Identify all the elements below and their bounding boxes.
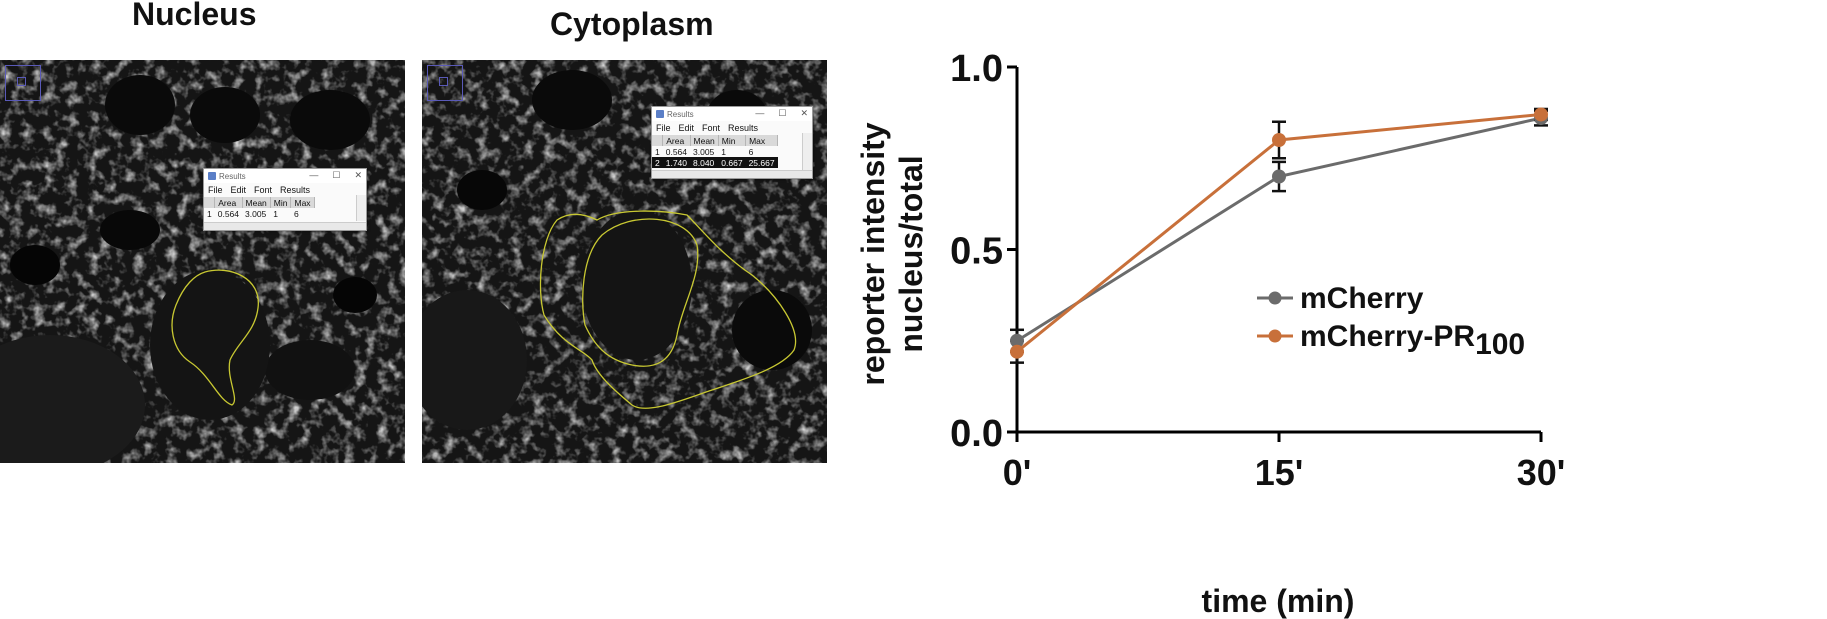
col-header-min[interactable]: Min (270, 197, 292, 208)
data-point (1010, 333, 1024, 348)
cell-area: 0.564 (665, 146, 688, 157)
results-window-2[interactable]: Results — ☐ ✕ File Edit Font Results Are… (651, 106, 813, 179)
data-point (1010, 344, 1024, 359)
cell-index: 1 (207, 208, 212, 219)
col-header-max[interactable]: Max (290, 197, 315, 208)
results-menu-bar: File Edit Font Results (652, 121, 812, 135)
roi-box-inner (439, 77, 448, 86)
menu-font[interactable]: Font (254, 185, 273, 195)
menu-file[interactable]: File (208, 185, 223, 195)
table-row[interactable]: 2 1.740 8.040 0.667 25.667 (652, 157, 778, 168)
results-window-title: Results (219, 171, 246, 181)
minimize-button[interactable]: — (309, 170, 319, 180)
results-window-icon (208, 172, 216, 180)
nucleus-title: Nucleus (132, 0, 257, 32)
horizontal-scrollbar[interactable] (652, 170, 812, 178)
results-header-row: Area Mean Min Max (204, 197, 315, 208)
menu-results[interactable]: Results (280, 185, 311, 195)
menu-file[interactable]: File (656, 123, 671, 133)
y-tick-label: 0.5 (950, 231, 1003, 273)
col-header-max[interactable]: Max (745, 135, 779, 146)
data-point (1272, 133, 1286, 147)
menu-edit[interactable]: Edit (678, 123, 695, 133)
col-header-mean[interactable]: Mean (690, 135, 719, 146)
data-point (1534, 107, 1548, 122)
col-header-area[interactable]: Area (662, 135, 691, 146)
close-button[interactable]: ✕ (354, 170, 362, 180)
cell-area: 1.740 (662, 157, 691, 168)
y-axis-label-line1: reporter intensity (855, 122, 891, 385)
table-row[interactable]: 1 0.564 3.005 1 6 (652, 146, 778, 157)
y-axis-label-line2: nucleus/total (893, 155, 929, 352)
cell-mean: 8.040 (690, 157, 719, 168)
legend-label: mCherry (1300, 282, 1424, 315)
x-tick-label: 15' (1255, 452, 1304, 493)
cell-min: 0.667 (718, 157, 746, 168)
cell-mean: 3.005 (245, 208, 267, 219)
col-header-index[interactable] (652, 135, 664, 146)
roi-box-inner (17, 77, 26, 86)
results-table: Area Mean Min Max 1 0.564 3.005 1 6 2 1.… (652, 135, 779, 168)
cytoplasm-roi-outer (539, 210, 797, 409)
cell-mean: 3.005 (693, 146, 715, 157)
cell-max: 25.667 (745, 157, 778, 168)
col-header-area[interactable]: Area (214, 197, 243, 208)
results-window-title: Results (667, 109, 694, 119)
cell-max: 6 (293, 208, 299, 219)
y-tick-label: 1.0 (950, 48, 1003, 90)
y-tick-label: 0.0 (950, 413, 1003, 455)
table-row[interactable]: 1 0.564 3.005 1 6 (204, 208, 314, 219)
vertical-scrollbar[interactable] (802, 133, 812, 170)
roi-box (427, 65, 463, 101)
results-window-1[interactable]: Results — ☐ ✕ File Edit Font Results Are… (203, 168, 367, 231)
nucleus-micrograph (0, 60, 405, 463)
menu-results[interactable]: Results (728, 123, 759, 133)
results-header-row: Area Mean Min Max (652, 135, 779, 146)
menu-edit[interactable]: Edit (230, 185, 247, 195)
horizontal-scrollbar[interactable] (204, 222, 366, 230)
x-axis-label: time (min) (1202, 583, 1355, 619)
nucleus-roi-outline (171, 269, 259, 406)
data-point (1272, 169, 1286, 184)
cell-max: 6 (748, 146, 754, 157)
col-header-index[interactable] (204, 197, 216, 208)
cell-area: 0.564 (217, 208, 240, 219)
cell-min: 1 (273, 208, 279, 219)
maximize-button[interactable]: ☐ (332, 170, 341, 180)
roi-box (5, 65, 41, 101)
col-header-min[interactable]: Min (718, 135, 747, 146)
legend-label: mCherry-PR100 (1300, 320, 1525, 361)
legend-subscript: 100 (1475, 328, 1525, 361)
vertical-scrollbar[interactable] (356, 195, 366, 221)
legend-swatch-marker (1268, 291, 1282, 305)
results-titlebar[interactable]: Results — ☐ ✕ (652, 107, 812, 121)
cytoplasm-title: Cytoplasm (550, 6, 714, 42)
x-tick-label: 0' (1003, 452, 1032, 493)
close-button[interactable]: ✕ (800, 108, 808, 118)
maximize-button[interactable]: ☐ (778, 108, 787, 118)
cell-min: 1 (721, 146, 727, 157)
legend-swatch-marker (1268, 329, 1282, 343)
results-table: Area Mean Min Max 1 0.564 3.005 1 6 (204, 197, 315, 219)
menu-font[interactable]: Font (702, 123, 721, 133)
results-window-icon (656, 110, 664, 118)
results-titlebar[interactable]: Results — ☐ ✕ (204, 169, 366, 183)
results-menu-bar: File Edit Font Results (204, 183, 366, 197)
cytoplasm-roi-inner (582, 218, 699, 367)
cell-index: 1 (655, 146, 660, 157)
col-header-mean[interactable]: Mean (242, 197, 271, 208)
x-tick-label: 30' (1517, 452, 1566, 493)
nucleus-micrograph-texture (0, 60, 405, 463)
cell-index: 2 (652, 157, 663, 168)
minimize-button[interactable]: — (755, 108, 765, 118)
